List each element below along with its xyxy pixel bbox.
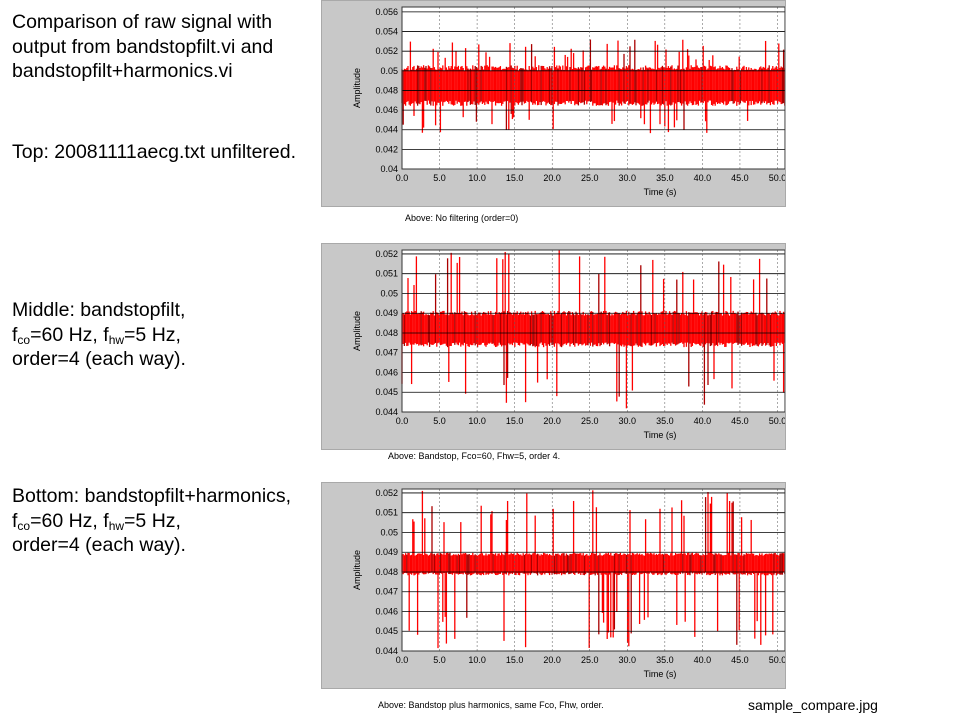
y-tick-label: 0.045	[375, 387, 398, 397]
chart-middle: 0.044 0.045 0.046 0.047 0.048 0.049 0.05 0.051 0…	[352, 249, 785, 440]
caption-bottom: Above: Bandstop plus harmonics, same Fco…	[378, 700, 604, 710]
y-tick-label: 0.047	[375, 587, 398, 597]
y-tick-label: 0.05	[380, 66, 398, 76]
x-tick-label: 30.0	[619, 655, 637, 665]
x-tick-label: 15.0	[506, 173, 524, 183]
y-tick-label: 0.04	[380, 164, 398, 174]
x-tick-label: 15.0	[506, 416, 524, 426]
x-tick-label: 0.0	[396, 173, 409, 183]
x-tick-label: 10.0	[468, 416, 486, 426]
bottom-prefix: Bottom: bandstopfilt+harmonics,	[12, 485, 292, 507]
y-tick-label: 0.051	[375, 269, 398, 279]
y-axis-label: Amplitude	[352, 550, 362, 590]
y-tick-label: 0.046	[375, 367, 398, 377]
x-tick-label: 5.0	[433, 655, 446, 665]
plot-frame	[401, 6, 785, 170]
y-tick-label: 0.046	[375, 105, 398, 115]
y-tick-label: 0.05	[380, 527, 398, 537]
plot-frame	[401, 488, 785, 652]
signal-trace	[401, 250, 785, 409]
x-tick-label: 15.0	[506, 655, 524, 665]
y-tick-label: 0.044	[375, 407, 398, 417]
caption-middle: Above: Bandstop, Fco=60, Fhw=5, order 4.	[388, 451, 561, 461]
middle-description-text: Middle: bandstopfilt, fco=60 Hz, fhw=5 H…	[12, 299, 186, 370]
y-tick-label: 0.048	[375, 567, 398, 577]
y-tick-label: 0.047	[375, 348, 398, 358]
x-tick-label: 10.0	[468, 655, 486, 665]
bottom-description: Bottom: bandstopfilt+harmonics, fco=60 H…	[12, 484, 312, 558]
x-tick-label: 50.0	[769, 416, 785, 426]
top-description: Top: 20081111aecg.txt unfiltered.	[12, 140, 312, 165]
y-tick-label: 0.046	[375, 606, 398, 616]
x-tick-label: 20.0	[543, 416, 561, 426]
y-tick-label: 0.054	[375, 27, 398, 37]
intro-paragraph: Comparison of raw signal with output fro…	[12, 11, 274, 82]
x-tick-label: 35.0	[656, 173, 674, 183]
y-tick-label: 0.044	[375, 646, 398, 656]
y-tick-label: 0.052	[375, 46, 398, 56]
top-description-text: Top: 20081111aecg.txt unfiltered.	[12, 141, 297, 163]
x-tick-label: 25.0	[581, 655, 599, 665]
x-tick-label: 25.0	[581, 416, 599, 426]
x-tick-label: 50.0	[769, 655, 785, 665]
x-tick-label: 10.0	[468, 173, 486, 183]
y-tick-label: 0.052	[375, 249, 398, 259]
y-tick-label: 0.044	[375, 125, 398, 135]
chart-bottom: 0.044 0.045 0.046 0.047 0.048 0.049 0.05 0.051 0…	[352, 488, 785, 679]
chart-panel-middle: 0.044 0.045 0.046 0.047 0.048 0.049 0.05 0.051 0…	[321, 243, 786, 450]
x-tick-label: 45.0	[731, 173, 749, 183]
x-tick-label: 45.0	[731, 655, 749, 665]
x-tick-label: 20.0	[543, 655, 561, 665]
bottom-order: order=4 (each way).	[12, 534, 186, 556]
signal-trace	[401, 490, 785, 649]
bottom-description-text: Bottom: bandstopfilt+harmonics, fco=60 H…	[12, 485, 292, 556]
y-tick-label: 0.049	[375, 308, 398, 318]
x-tick-label: 0.0	[396, 416, 409, 426]
y-tick-label: 0.045	[375, 626, 398, 636]
chart-panel-top: 0.04 0.042 0.044 0.046 0.048 0.05 0.052 0.054 0.…	[321, 0, 786, 207]
y-tick-label: 0.049	[375, 547, 398, 557]
x-tick-label: 5.0	[433, 173, 446, 183]
y-tick-label: 0.048	[375, 85, 398, 95]
y-tick-label: 0.056	[375, 7, 398, 17]
x-tick-label: 40.0	[694, 416, 712, 426]
middle-order: order=4 (each way).	[12, 348, 186, 370]
filename-label: sample_compare.jpg	[748, 697, 878, 713]
y-tick-label: 0.052	[375, 488, 398, 498]
y-axis-label: Amplitude	[352, 68, 362, 108]
x-tick-label: 50.0	[769, 173, 785, 183]
y-tick-label: 0.048	[375, 328, 398, 338]
x-tick-label: 25.0	[581, 173, 599, 183]
x-axis-label: Time (s)	[644, 430, 677, 440]
x-tick-label: 40.0	[694, 655, 712, 665]
middle-prefix: Middle: bandstopfilt,	[12, 299, 186, 321]
x-tick-label: 45.0	[731, 416, 749, 426]
x-tick-label: 30.0	[619, 416, 637, 426]
x-tick-label: 0.0	[396, 655, 409, 665]
plot-frame	[401, 249, 785, 413]
x-tick-label: 40.0	[694, 173, 712, 183]
intro-text: Comparison of raw signal with output fro…	[12, 10, 312, 84]
y-tick-label: 0.05	[380, 288, 398, 298]
y-tick-label: 0.051	[375, 508, 398, 518]
x-tick-label: 5.0	[433, 416, 446, 426]
middle-description: Middle: bandstopfilt, fco=60 Hz, fhw=5 H…	[12, 298, 312, 372]
y-tick-label: 0.042	[375, 144, 398, 154]
y-axis-label: Amplitude	[352, 311, 362, 351]
x-axis-label: Time (s)	[644, 669, 677, 679]
x-tick-label: 30.0	[619, 173, 637, 183]
x-tick-label: 35.0	[656, 416, 674, 426]
chart-panel-bottom: 0.044 0.045 0.046 0.047 0.048 0.049 0.05 0.051 0…	[321, 482, 786, 689]
chart-top: 0.04 0.042 0.044 0.046 0.048 0.05 0.052 0.054 0.…	[352, 6, 785, 197]
x-tick-label: 20.0	[543, 173, 561, 183]
x-axis-label: Time (s)	[644, 187, 677, 197]
x-tick-label: 35.0	[656, 655, 674, 665]
caption-top: Above: No filtering (order=0)	[405, 213, 519, 223]
